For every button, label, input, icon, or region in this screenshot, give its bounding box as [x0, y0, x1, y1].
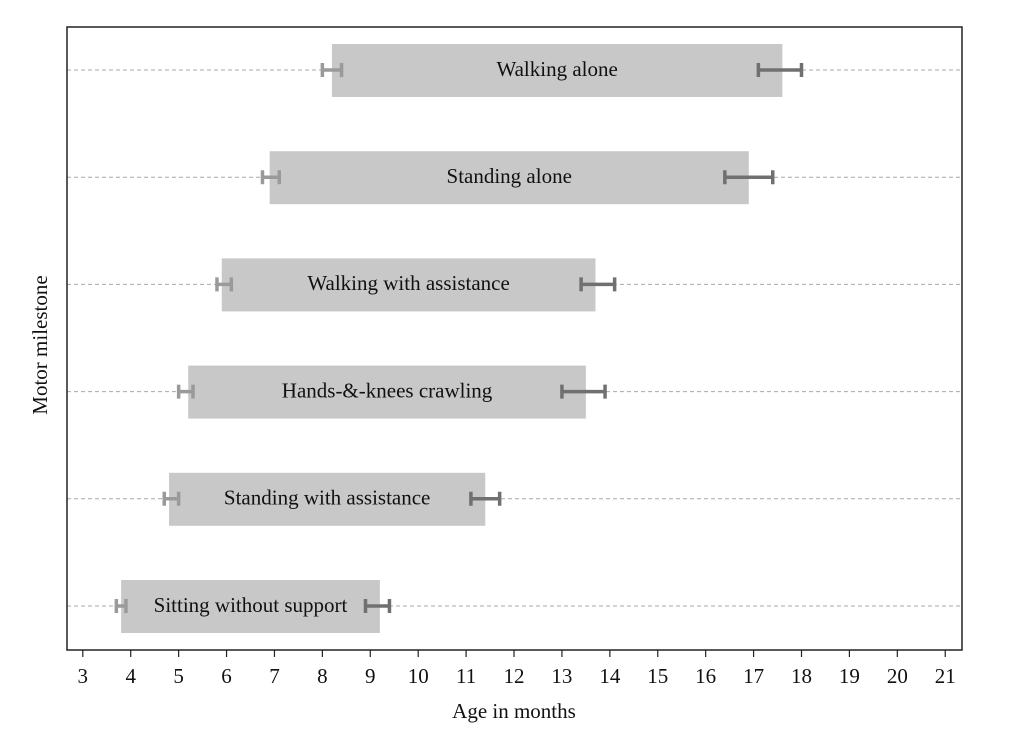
error-bar	[215, 277, 234, 292]
error-bar	[723, 170, 775, 185]
x-tick-label: 5	[173, 664, 184, 688]
error-bar	[114, 599, 128, 613]
x-tick-label: 8	[317, 664, 328, 688]
x-tick-label: 3	[78, 664, 89, 688]
bar	[269, 151, 749, 205]
bar-label: Walking alone	[496, 57, 617, 81]
error-bar	[260, 170, 282, 185]
bar	[188, 365, 586, 419]
bar-label: Standing with assistance	[224, 486, 430, 510]
bar	[169, 472, 486, 526]
x-tick-label: 19	[839, 664, 860, 688]
error-bar	[469, 491, 502, 506]
x-tick-label: 12	[504, 664, 525, 688]
x-tick-label: 10	[408, 664, 429, 688]
x-tick-label: 17	[743, 664, 764, 688]
bar	[331, 44, 783, 97]
x-tick-label: 7	[269, 664, 280, 688]
error-bar	[176, 384, 195, 399]
bar	[121, 580, 380, 633]
x-tick-label: 15	[647, 664, 668, 688]
y-axis-label: Motor milestone	[28, 275, 52, 414]
error-bar	[320, 63, 344, 77]
x-tick-label: 20	[887, 664, 908, 688]
bar-label: Hands-&-knees crawling	[282, 378, 493, 402]
bar-label: Walking with assistance	[307, 271, 509, 295]
bar-label: Standing alone	[447, 164, 572, 188]
x-tick-label: 9	[365, 664, 376, 688]
error-bar	[560, 384, 607, 399]
error-bar	[756, 63, 804, 77]
x-tick-label: 16	[695, 664, 716, 688]
x-tick-label: 18	[791, 664, 812, 688]
x-axis-label: Age in months	[452, 699, 576, 723]
x-tick-label: 14	[599, 664, 621, 688]
x-tick-label: 6	[221, 664, 232, 688]
x-tick-label: 11	[456, 664, 476, 688]
x-tick-label: 4	[125, 664, 136, 688]
bar	[221, 258, 596, 312]
plot-frame	[66, 26, 963, 651]
x-tick-label: 13	[551, 664, 572, 688]
error-bar	[579, 277, 617, 292]
bar-label: Sitting without support	[154, 593, 348, 617]
error-bar	[162, 491, 181, 506]
error-bar	[363, 599, 392, 613]
x-tick-label: 21	[935, 664, 956, 688]
